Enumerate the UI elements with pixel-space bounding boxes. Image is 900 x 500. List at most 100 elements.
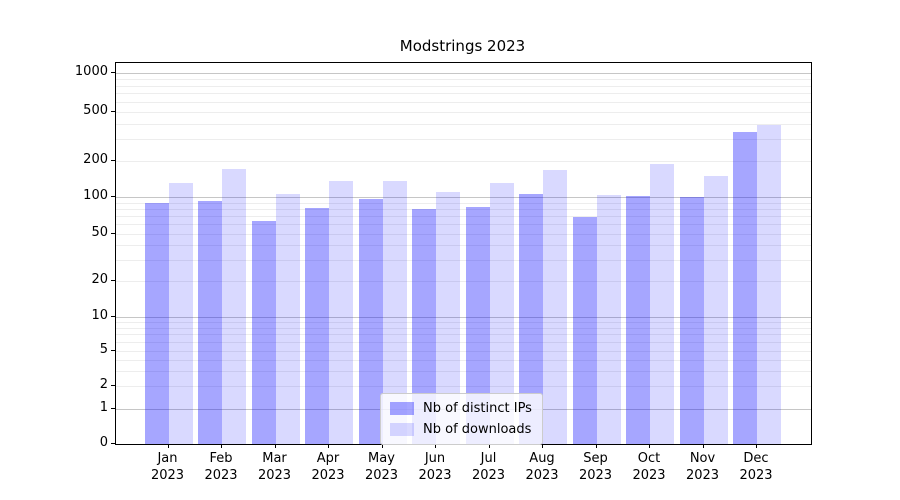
x-tick-mark bbox=[649, 444, 651, 448]
x-tick-mark bbox=[702, 444, 704, 448]
bar-downloads bbox=[596, 194, 621, 444]
gridline-minor bbox=[116, 245, 811, 247]
y-tick-mark bbox=[111, 72, 115, 74]
legend: Nb of distinct IPs Nb of downloads bbox=[380, 393, 543, 445]
gridline-minor bbox=[116, 370, 811, 372]
bar-distinct-ips bbox=[626, 196, 650, 444]
gridline-minor bbox=[116, 78, 811, 80]
gridline-minor bbox=[116, 202, 811, 204]
bar-distinct-ips bbox=[358, 198, 383, 444]
y-tick-mark bbox=[111, 160, 115, 162]
x-tick-label: Apr 2023 bbox=[293, 450, 363, 484]
x-tick-year: 2023 bbox=[525, 468, 559, 483]
y-tick-mark bbox=[111, 350, 115, 352]
y-tick-mark bbox=[111, 280, 115, 282]
y-tick-label: 0 bbox=[99, 435, 108, 450]
x-tick-year: 2023 bbox=[685, 468, 720, 483]
y-tick-label: 10 bbox=[91, 308, 108, 323]
gridline-minor bbox=[116, 342, 811, 344]
legend-label-distinct-ips: Nb of distinct IPs bbox=[423, 401, 532, 416]
gridline-minor bbox=[116, 224, 811, 226]
x-tick-mark bbox=[381, 444, 383, 448]
bar-downloads bbox=[168, 183, 193, 444]
x-tick-month: Mar bbox=[262, 451, 287, 466]
gridline-minor bbox=[116, 351, 811, 352]
x-tick-month: May bbox=[368, 451, 395, 466]
gridline-major bbox=[116, 197, 811, 198]
y-tick-mark bbox=[111, 111, 115, 113]
x-tick-label: Jan 2023 bbox=[133, 450, 203, 484]
bar-distinct-ips bbox=[679, 197, 704, 444]
x-tick-year: 2023 bbox=[150, 468, 185, 483]
x-tick-mark bbox=[435, 444, 437, 448]
gridline-minor bbox=[116, 123, 811, 125]
plot-area: Nb of distinct IPs Nb of downloads bbox=[115, 62, 812, 445]
x-tick-month: Nov bbox=[689, 451, 716, 466]
x-tick-mark bbox=[221, 444, 223, 448]
x-tick-month: Jul bbox=[480, 451, 497, 466]
y-tick-label: 100 bbox=[83, 188, 108, 203]
gridline-major bbox=[116, 73, 811, 74]
gridline-minor bbox=[116, 281, 811, 282]
y-tick-label: 50 bbox=[91, 225, 108, 240]
x-tick-mark bbox=[328, 444, 330, 448]
x-tick-label: Nov 2023 bbox=[668, 450, 738, 484]
x-tick-mark bbox=[595, 444, 597, 448]
x-tick-month: Dec bbox=[743, 451, 769, 466]
x-tick-mark bbox=[488, 444, 490, 448]
bar-distinct-ips bbox=[572, 216, 597, 444]
legend-item-downloads: Nb of downloads bbox=[390, 422, 532, 437]
x-tick-label: Feb 2023 bbox=[186, 450, 256, 484]
y-tick-mark bbox=[111, 233, 115, 235]
x-tick-month: Sep bbox=[583, 451, 608, 466]
x-tick-mark bbox=[542, 444, 544, 448]
x-tick-year: 2023 bbox=[257, 468, 292, 483]
bar-downloads bbox=[650, 163, 674, 444]
x-tick-label: Jun 2023 bbox=[400, 450, 470, 484]
x-tick-mark bbox=[756, 444, 758, 448]
bar-downloads bbox=[222, 169, 246, 444]
x-tick-month: Jan bbox=[157, 451, 178, 466]
y-tick-label: 500 bbox=[83, 103, 108, 118]
gridline-minor bbox=[116, 85, 811, 87]
legend-swatch-downloads bbox=[390, 423, 414, 436]
x-tick-year: 2023 bbox=[471, 468, 506, 483]
x-tick-year: 2023 bbox=[204, 468, 238, 483]
x-tick-label: Aug 2023 bbox=[507, 450, 577, 484]
gridline-minor bbox=[116, 93, 811, 95]
x-tick-month: Aug bbox=[529, 451, 555, 466]
legend-swatch-distinct-ips bbox=[390, 402, 414, 415]
x-tick-year: 2023 bbox=[739, 468, 773, 483]
bar-distinct-ips bbox=[305, 207, 329, 444]
x-tick-year: 2023 bbox=[578, 468, 613, 483]
gridline-minor bbox=[116, 112, 811, 113]
x-tick-label: Sep 2023 bbox=[561, 450, 631, 484]
gridline-major bbox=[116, 317, 811, 318]
bar-distinct-ips bbox=[144, 202, 169, 444]
gridline-minor bbox=[116, 322, 811, 324]
y-tick-label: 1 bbox=[99, 400, 108, 415]
bar-distinct-ips bbox=[251, 220, 276, 444]
x-tick-year: 2023 bbox=[632, 468, 666, 483]
y-tick-mark bbox=[111, 443, 115, 445]
x-tick-month: Jun bbox=[424, 451, 446, 466]
y-tick-label: 1000 bbox=[74, 64, 108, 79]
bar-downloads bbox=[703, 175, 728, 444]
x-tick-label: Dec 2023 bbox=[721, 450, 791, 484]
bar-downloads bbox=[543, 170, 567, 444]
gridline-minor bbox=[116, 334, 811, 336]
y-tick-mark bbox=[111, 408, 115, 410]
gridline-minor bbox=[116, 161, 811, 162]
gridline-minor bbox=[116, 327, 811, 329]
gridline-minor bbox=[116, 208, 811, 210]
gridline-minor bbox=[116, 101, 811, 103]
gridline-minor bbox=[116, 260, 811, 262]
x-tick-label: Jul 2023 bbox=[454, 450, 524, 484]
bar-distinct-ips bbox=[198, 200, 222, 444]
y-tick-mark bbox=[111, 385, 115, 387]
x-tick-mark bbox=[274, 444, 276, 448]
y-tick-mark bbox=[111, 316, 115, 318]
x-tick-label: Mar 2023 bbox=[240, 450, 310, 484]
y-tick-label: 5 bbox=[99, 342, 108, 357]
